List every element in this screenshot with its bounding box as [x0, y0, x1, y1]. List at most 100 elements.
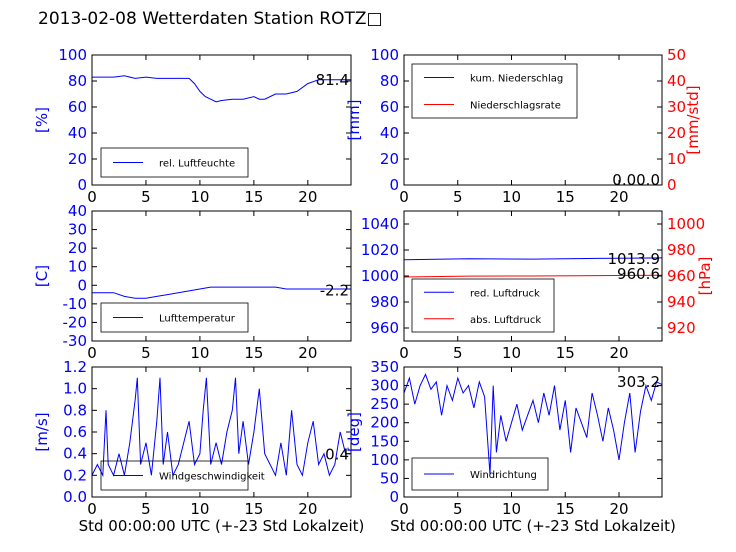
series-line-temperature-0	[92, 286, 351, 299]
legend-label: Windrichtung	[470, 470, 537, 481]
y-tick-label: 150	[370, 432, 399, 450]
x-tick-label: 5	[141, 188, 151, 206]
x-tick-label: 0	[399, 188, 409, 206]
y-tick-label: 200	[370, 414, 399, 432]
series-line-winddirection-0	[404, 373, 662, 475]
y-tick-label: -20	[63, 313, 88, 331]
y-tick-label: 100	[370, 451, 399, 469]
value-annotation: 81.4	[316, 71, 349, 89]
y-tick-label: 300	[370, 377, 399, 395]
x-tick-label: 20	[298, 344, 317, 362]
y2-axis-label: [mm/std]	[684, 85, 702, 154]
y-tick-label: 0.2	[63, 466, 87, 484]
x-tick-label: 10	[190, 188, 209, 206]
y-tick-label: 20	[68, 239, 87, 257]
y-tick-label: 100	[370, 46, 399, 64]
y-tick-label: 1020	[361, 241, 399, 259]
y-tick-label: 80	[68, 72, 87, 90]
y2-tick-label: 30	[667, 98, 686, 116]
y2-tick-label: 0	[667, 176, 677, 194]
legend-box	[100, 302, 249, 333]
legend-label: Niederschlagsrate	[470, 101, 561, 112]
value-annotation: 960.6	[617, 265, 660, 283]
legend-label: Windgeschwindigkeit	[159, 472, 265, 483]
series-line-humidity-0	[92, 75, 351, 103]
y2-tick-label: 1000	[667, 215, 705, 233]
y-tick-label: 30	[68, 221, 87, 239]
y2-tick-label: 10	[667, 150, 686, 168]
y-tick-label: 40	[68, 124, 87, 142]
x-tick-label: 15	[556, 344, 575, 362]
x-tick-label: 5	[453, 188, 463, 206]
x-tick-label: 5	[141, 500, 151, 518]
x-tick-label: 0	[399, 344, 409, 362]
legend-label: rel. Luftfeuchte	[159, 159, 235, 170]
legend-box	[100, 147, 249, 178]
legend-box	[411, 278, 555, 333]
x-tick-label: 20	[298, 188, 317, 206]
x-tick-label: 0	[87, 500, 97, 518]
value-annotation: -2.2	[320, 281, 349, 299]
y-tick-label: 0	[389, 488, 399, 506]
legend-label: red. Luftdruck	[470, 288, 540, 299]
x-tick-label: 10	[502, 188, 521, 206]
y-tick-label: 0.4	[63, 445, 87, 463]
series-line-pressure-0	[404, 257, 662, 261]
x-tick-label: 10	[190, 344, 209, 362]
y-tick-label: 1000	[361, 267, 399, 285]
legend-box	[100, 460, 249, 491]
plot-frame	[403, 54, 663, 186]
y-axis-label: [m/s]	[33, 412, 51, 451]
y-axis-label: [%]	[33, 107, 51, 133]
y-tick-label: 0	[77, 276, 87, 294]
y-tick-label: 350	[370, 358, 399, 376]
x-tick-label: 10	[502, 344, 521, 362]
y2-tick-label: 20	[667, 124, 686, 142]
y2-tick-label: 980	[667, 241, 696, 259]
x-tick-label: 5	[453, 344, 463, 362]
y-axis-label: [mm]	[345, 100, 363, 141]
y-tick-label: 250	[370, 395, 399, 413]
y2-tick-label: 940	[667, 293, 696, 311]
y-tick-label: 40	[68, 202, 87, 220]
x-tick-label: 10	[502, 500, 521, 518]
y-tick-label: 1.2	[63, 358, 87, 376]
y-tick-label: 60	[68, 98, 87, 116]
x-axis-label-right: Std 00:00:00 UTC (+-23 Std Lokalzeit)	[390, 517, 676, 535]
y-tick-label: 0.6	[63, 423, 87, 441]
x-tick-label: 20	[609, 188, 628, 206]
legend-label: abs. Luftdruck	[470, 315, 541, 326]
y2-tick-label: 960	[667, 267, 696, 285]
value-annotation: 0.00.0	[612, 171, 660, 189]
series-line-pressure-1	[404, 274, 662, 278]
y-axis-label: [deg]	[345, 412, 363, 452]
y-tick-label: 1040	[361, 215, 399, 233]
y-tick-label: 50	[380, 469, 399, 487]
y-axis-label: [C]	[33, 265, 51, 287]
x-tick-label: 0	[399, 500, 409, 518]
panel-pressure: 0 5 10 15 20 960 980 1000 1020 1040 920 940 960 980 10…	[361, 210, 714, 362]
x-tick-label: 20	[609, 344, 628, 362]
y2-tick-label: 920	[667, 319, 696, 337]
panel-windspeed: 0 5 10 15 20 0.0 0.2 0.4 0.6 0.8 1.0 1.2 [m/s] Windge…	[33, 358, 352, 518]
figure-title: 2013-02-08 Wetterdaten Station ROTZ□	[38, 9, 383, 29]
y-tick-label: 10	[68, 258, 87, 276]
y-tick-label: 40	[380, 124, 399, 142]
value-annotation: 1013.9	[608, 250, 661, 268]
x-tick-label: 20	[298, 500, 317, 518]
y-tick-label: -30	[63, 332, 88, 350]
x-tick-label: 15	[556, 188, 575, 206]
x-tick-label: 5	[141, 344, 151, 362]
x-tick-label: 15	[244, 188, 263, 206]
x-tick-label: 10	[190, 500, 209, 518]
x-tick-label: 15	[244, 344, 263, 362]
panel-winddirection: 0 5 10 15 20050100150200250300350[deg]Windri…	[345, 358, 663, 518]
x-tick-label: 5	[453, 500, 463, 518]
series-line-windspeed-0	[92, 377, 351, 478]
y-tick-label: 0.8	[63, 401, 87, 419]
y-tick-label: 0	[77, 176, 87, 194]
y-tick-label: 0.0	[63, 488, 87, 506]
x-tick-label: 15	[244, 500, 263, 518]
x-tick-label: 15	[556, 500, 575, 518]
